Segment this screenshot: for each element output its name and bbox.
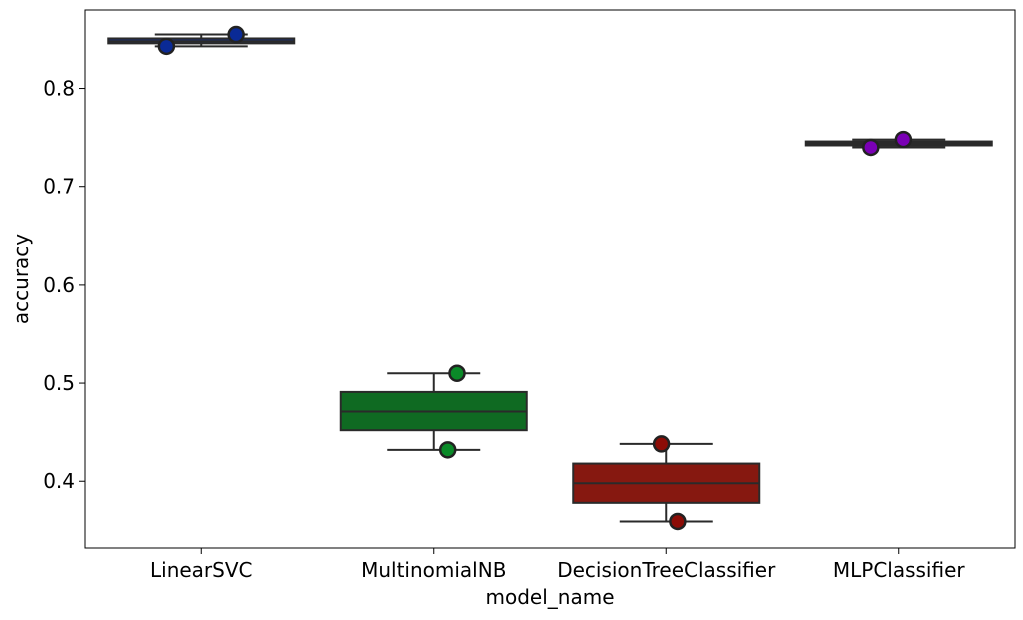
- data-point: [157, 37, 176, 56]
- data-point: [862, 138, 880, 157]
- x-axis-label: model_name: [486, 585, 615, 609]
- data-point: [438, 441, 457, 459]
- y-tick-label: 0.4: [43, 469, 75, 493]
- data-point: [894, 130, 913, 149]
- data-point: [669, 512, 687, 531]
- x-tick-label: LinearSVC: [150, 558, 253, 582]
- y-axis: 0.4 0.5 0.6 0.7 0.8: [43, 77, 85, 493]
- x-tick-label: MLPClassifier: [833, 558, 966, 582]
- y-axis-label: accuracy: [9, 234, 33, 324]
- x-tick-label: MultinomialNB: [361, 558, 506, 582]
- plot-frame: [84, 9, 1016, 549]
- x-tick-label: DecisionTreeClassifier: [557, 558, 776, 582]
- y-tick-label: 0.5: [43, 371, 75, 395]
- y-tick-label: 0.7: [43, 175, 75, 199]
- box-group: [107, 33, 296, 48]
- y-tick-label: 0.8: [43, 77, 75, 101]
- points-layer: [157, 25, 913, 531]
- data-point: [227, 25, 245, 44]
- box-group: [572, 442, 761, 523]
- x-axis: LinearSVC MultinomialNB DecisionTreeClassi…: [150, 548, 965, 582]
- boxes-layer: [107, 33, 993, 523]
- data-point: [448, 364, 466, 382]
- box-group: [339, 372, 528, 451]
- y-tick-label: 0.6: [43, 273, 75, 297]
- data-point: [652, 435, 671, 453]
